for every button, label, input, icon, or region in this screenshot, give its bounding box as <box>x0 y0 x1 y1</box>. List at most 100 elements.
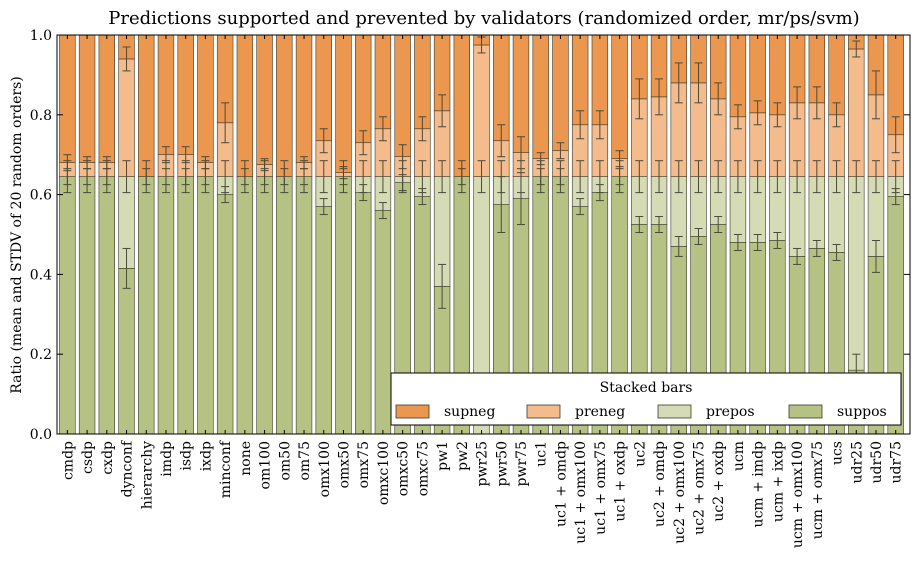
legend-label-supneg: supneg <box>444 404 495 420</box>
legend-swatch-supneg <box>395 404 430 419</box>
x-tick-label: ucm <box>731 441 747 471</box>
y-tick-label: 0.4 <box>30 267 52 283</box>
bar-suppos <box>276 176 293 435</box>
x-tick-label: udr75 <box>889 441 905 484</box>
x-tick-label: uc1 <box>534 441 550 467</box>
x-tick-label: omxc50 <box>396 441 412 496</box>
plot-area: cmdp csdp cxdp dynconf hierarchy imdp isdp ixdp… <box>30 28 911 548</box>
x-tick-label: omx100 <box>317 441 333 497</box>
x-tick-label: none <box>238 441 254 476</box>
x-tick-label: imdp <box>159 441 175 477</box>
x-tick-label: uc2 + omx75 <box>691 441 707 535</box>
legend-label-suppos: suppos <box>837 404 887 420</box>
bar-supneg <box>98 34 115 163</box>
legend-swatch-suppos <box>788 404 823 419</box>
bar-supneg <box>315 34 332 142</box>
x-tick-label: omx75 <box>356 441 372 488</box>
x-tick-label: pwr50 <box>494 441 510 486</box>
x-tick-label: dynconf <box>120 439 136 497</box>
bar-supneg <box>512 34 530 153</box>
x-tick-label: om75 <box>297 441 313 481</box>
bar-suppos <box>177 176 194 435</box>
x-tick-label: ucs <box>830 441 846 465</box>
x-tick-label: isdp <box>179 441 195 471</box>
bar-supneg <box>295 34 313 163</box>
x-tick-label: uc1 + omx100 <box>573 441 589 544</box>
bar-supneg <box>157 34 175 155</box>
x-tick-label: udr25 <box>849 441 865 484</box>
bar-supneg <box>276 34 293 177</box>
bar-suppos <box>374 210 392 435</box>
bar-suppos <box>335 176 352 435</box>
legend-label-prepos: prepos <box>706 404 755 420</box>
bar-supneg <box>374 34 392 130</box>
bar-supneg <box>611 34 628 159</box>
x-tick-label: ixdp <box>198 441 214 471</box>
bar-suppos <box>78 176 96 435</box>
y-tick-label: 0.6 <box>30 188 52 204</box>
bar-suppos <box>216 194 234 435</box>
legend-label-preneg: preneg <box>575 404 625 420</box>
x-tick-label: uc2 + omdp <box>652 441 668 527</box>
x-tick-label: om50 <box>277 441 293 481</box>
bar-suppos <box>118 268 135 435</box>
bar-supneg <box>335 34 352 173</box>
x-tick-label: ucm + imdp <box>751 441 767 527</box>
bar-suppos <box>256 176 273 435</box>
chart-title: Predictions supported and prevented by v… <box>108 8 859 29</box>
x-tick-label: uc1 + oxdp <box>613 441 629 522</box>
y-axis-label: Ratio (mean and STDV of 20 random orders… <box>9 76 25 393</box>
bar-supneg <box>78 34 96 163</box>
bar-supneg <box>236 34 254 177</box>
bar-supneg <box>394 34 411 157</box>
bar-suppos <box>157 176 175 435</box>
x-tick-label: uc1 + omdp <box>553 441 569 527</box>
plot-frame <box>56 34 911 435</box>
legend: Stacked bars supneg preneg prepos suppos <box>390 372 902 426</box>
x-tick-label: hierarchy <box>139 441 155 509</box>
x-tick-label: cmdp <box>60 441 76 480</box>
bar-supneg <box>177 34 194 155</box>
x-tick-label: csdp <box>80 441 96 474</box>
x-tick-label: uc2 + oxdp <box>711 441 727 522</box>
x-tick-label: omx50 <box>336 441 352 488</box>
legend-title: Stacked bars <box>600 380 693 396</box>
bar-supneg <box>256 34 273 165</box>
x-tick-label: ucm + omx75 <box>810 441 826 539</box>
bar-supneg <box>138 34 155 177</box>
y-tick-label: 0.2 <box>30 347 52 363</box>
bar-supneg <box>414 34 431 130</box>
bar-suppos <box>197 176 214 435</box>
x-tick-label: om100 <box>258 441 274 489</box>
bar-suppos <box>295 176 313 435</box>
x-tick-label: cxdp <box>100 441 116 475</box>
bar-prepos <box>848 176 865 371</box>
legend-swatch-preneg <box>526 404 561 419</box>
x-tick-label: omxc100 <box>376 441 392 505</box>
bar-suppos <box>98 176 115 435</box>
bar-supneg <box>532 34 549 159</box>
x-tick-label: ucm + omx100 <box>790 441 806 548</box>
bar-supneg <box>552 34 569 152</box>
bar-suppos <box>236 176 254 435</box>
x-tick-label: pw2 <box>455 441 471 471</box>
x-tick-label: pwr25 <box>475 441 491 486</box>
bar-supneg <box>355 34 372 144</box>
bar-supneg <box>59 34 76 163</box>
x-tick-label: ucm + ixdp <box>770 441 786 522</box>
bar-suppos <box>138 176 155 435</box>
x-tick-label: minconf <box>218 439 234 498</box>
bar-preneg <box>473 44 490 177</box>
x-tick-label: pw1 <box>435 441 451 471</box>
x-tick-label: uc1 + omx75 <box>593 441 609 535</box>
x-tick-label: uc2 + omx100 <box>672 441 688 544</box>
x-tick-label: udr50 <box>869 441 885 484</box>
bar-preneg <box>848 48 865 177</box>
legend-swatch-prepos <box>657 404 692 419</box>
y-tick-label: 0.0 <box>30 427 52 443</box>
x-tick-label: uc2 <box>632 441 648 467</box>
y-tick-label: 0.8 <box>30 108 52 124</box>
y-tick-label: 1.0 <box>30 28 52 44</box>
bar-supneg <box>453 34 471 177</box>
